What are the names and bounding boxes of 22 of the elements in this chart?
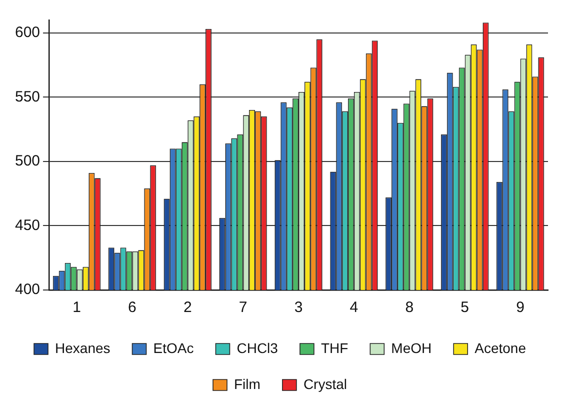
y-tick-label: 600 [14,24,40,41]
legend-label: Crystal [303,376,347,392]
x-tick-label: 2 [183,299,192,316]
x-tick-label: 5 [460,299,470,316]
x-tick-label: 6 [128,299,136,316]
legend-label: Acetone [474,340,526,356]
legend-label: CHCl3 [236,340,278,356]
y-tick-label: 500 [14,152,40,170]
x-tick-label: 9 [516,299,524,316]
x-tick-label: 4 [350,299,358,316]
x-tick-label: 1 [72,299,81,316]
x-tick-label: 7 [238,299,248,316]
legend-label: EtOAc [153,340,194,356]
legend-label: Film [234,376,260,392]
legend-label: MeOH [391,340,432,356]
y-tick-label: 400 [14,281,40,298]
legend-label: Hexanes [55,340,110,356]
y-tick-label: 450 [14,216,40,234]
legend-label: THF [320,340,348,356]
x-tick-label: 8 [405,299,414,316]
y-tick-label: 550 [14,88,40,106]
x-tick-label: 3 [294,299,303,316]
